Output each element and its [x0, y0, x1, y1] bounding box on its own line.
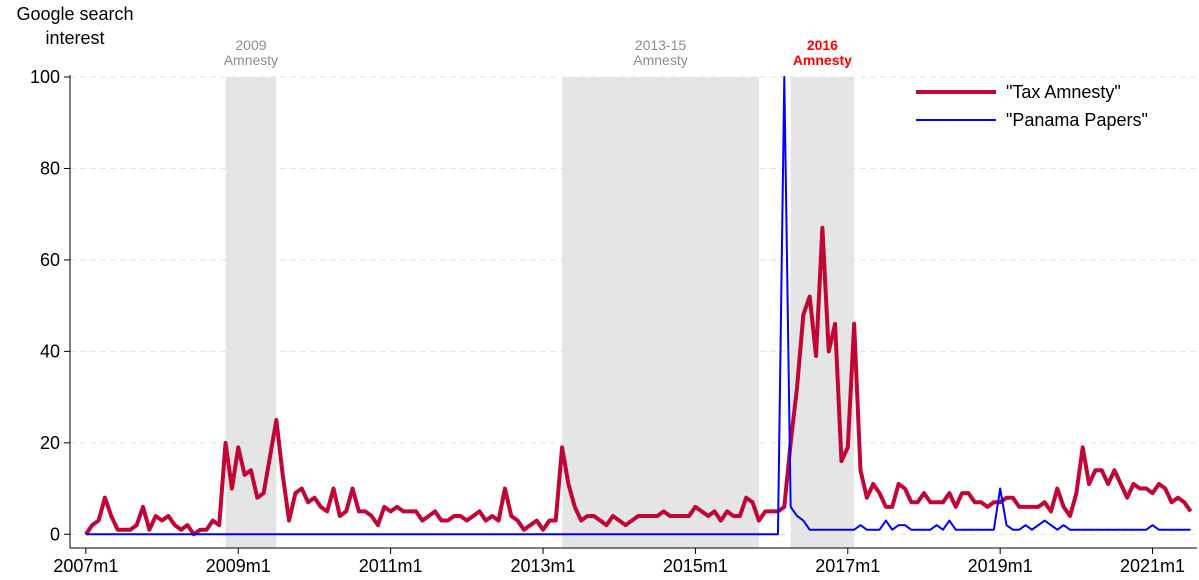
y-tick-label: 40 [40, 341, 60, 361]
x-tick-label: 2007m1 [53, 556, 118, 576]
period-label: Amnesty [633, 52, 687, 68]
y-tick-label: 20 [40, 433, 60, 453]
y-axis-title: Google search [16, 4, 133, 24]
legend-label: "Panama Papers" [1006, 110, 1148, 130]
period-label: 2009 [235, 37, 266, 53]
x-tick-label: 2021m1 [1120, 556, 1185, 576]
period-label: 2016 [807, 37, 838, 53]
y-tick-label: 60 [40, 250, 60, 270]
series-line [85, 76, 1191, 536]
period-label: Amnesty [793, 52, 852, 68]
legend-label: "Tax Amnesty" [1006, 82, 1121, 102]
shaded-period [562, 77, 759, 548]
y-axis-title: interest [45, 28, 104, 48]
period-label: Amnesty [224, 52, 278, 68]
y-tick-label: 0 [50, 524, 60, 544]
shaded-period [790, 77, 855, 548]
x-tick-label: 2017m1 [815, 556, 880, 576]
x-tick-label: 2009m1 [206, 556, 271, 576]
series-line [84, 225, 1193, 537]
x-tick-label: 2015m1 [663, 556, 728, 576]
x-tick-label: 2019m1 [968, 556, 1033, 576]
x-tick-label: 2011m1 [359, 556, 423, 576]
x-tick-label: 2013m1 [510, 556, 575, 576]
y-tick-label: 100 [30, 67, 60, 87]
y-tick-label: 80 [40, 158, 60, 178]
period-label: 2013-15 [635, 37, 687, 53]
